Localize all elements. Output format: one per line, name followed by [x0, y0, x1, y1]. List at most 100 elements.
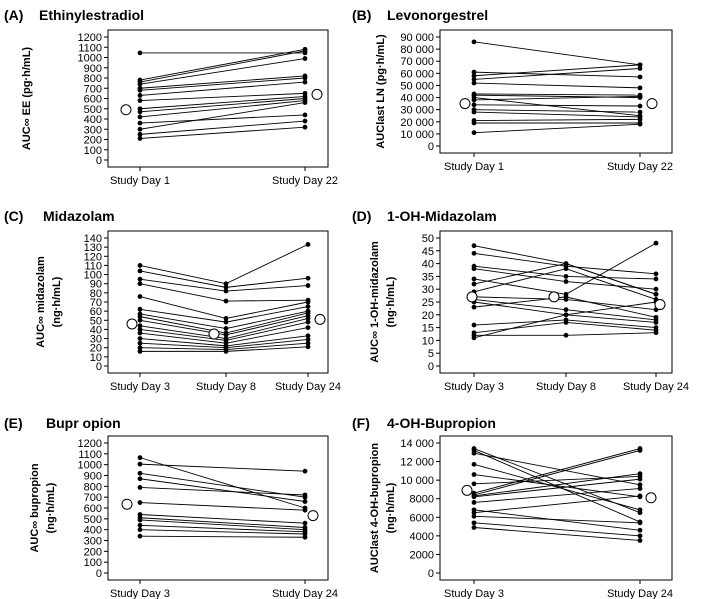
subject-point [637, 493, 643, 499]
mean-marker [466, 291, 478, 303]
y-tick-label: 200 [84, 546, 102, 558]
panel-f: (F) 4-OH-Bupropion 0 2000 4000 6000 8000 10 000… [352, 415, 673, 599]
y-tick-label: 20 [90, 343, 102, 355]
subject-point [137, 136, 143, 141]
subject-line [139, 243, 309, 285]
subject-point [137, 533, 143, 539]
subject-point [637, 507, 643, 513]
y-tick-label: 1100 [78, 449, 102, 461]
y-tick-label: 1100 [78, 42, 102, 54]
subject-point [471, 450, 477, 456]
subject-line [473, 488, 641, 503]
y-tick-label: 40 [422, 259, 434, 271]
subject-point [137, 327, 143, 332]
subject-point [471, 472, 477, 477]
subject-point [137, 323, 143, 329]
subject-point [223, 281, 229, 287]
subject-point [471, 250, 477, 256]
subject-point [305, 319, 311, 325]
subject-point [637, 471, 643, 477]
subject-point [471, 130, 477, 136]
subject-line [139, 457, 306, 509]
subject-point [137, 268, 143, 274]
subject-point [471, 109, 477, 115]
subject-point [471, 525, 477, 530]
subject-point [302, 124, 308, 130]
subject-point [302, 534, 308, 540]
subject-point [137, 522, 143, 528]
subject-point [302, 48, 308, 54]
subject-point [137, 131, 143, 137]
x-tick-label: Study Day 24 [275, 381, 341, 393]
y-tick-label: 50 [422, 233, 434, 245]
subject-point [302, 520, 308, 526]
y-tick-label: 100 [84, 145, 102, 157]
subject-point [137, 500, 143, 505]
y-tick-label: 700 [84, 492, 102, 504]
subject-point [637, 533, 643, 539]
y-axis-label: AUClast LN (pg·h/mL) [375, 34, 387, 149]
subject-point [302, 118, 308, 124]
subject-line [473, 123, 641, 134]
subject-line [473, 82, 641, 89]
subject-line [139, 92, 306, 101]
subject-point [637, 486, 643, 491]
subject-point [223, 332, 229, 338]
subject-point [471, 520, 477, 526]
y-tick-label: 800 [84, 73, 102, 85]
subject-point [223, 319, 229, 325]
subject-point [137, 50, 143, 56]
subject-point [653, 320, 659, 325]
subject-point [137, 114, 143, 120]
y-tick-label: 15 [422, 323, 434, 335]
y-tick-label: 900 [84, 471, 102, 483]
subject-line [473, 474, 641, 498]
y-tick-label: 60 000 [400, 68, 434, 80]
subject-point [637, 74, 643, 80]
y-tick-label: 140 [84, 233, 102, 245]
subject-line [139, 519, 306, 531]
x-tick-label: Study Day 3 [444, 588, 504, 599]
y-tick-label: 70 000 [400, 56, 434, 68]
subject-point [471, 276, 477, 282]
subject-point [471, 69, 477, 75]
panel-label: (D) [352, 208, 371, 224]
subject-point [563, 312, 569, 318]
subject-line [473, 495, 641, 514]
y-tick-label: 1000 [78, 53, 102, 65]
y-tick-label: 50 000 [400, 80, 434, 92]
subject-point [305, 316, 311, 321]
subject-point [637, 116, 643, 122]
subject-point [653, 271, 659, 277]
subject-point [563, 294, 569, 300]
subject-point [471, 494, 477, 500]
subject-point [137, 294, 143, 299]
subject-point [137, 276, 143, 282]
subject-line [139, 120, 306, 135]
y-tick-label: 1200 [78, 438, 102, 450]
subject-point [471, 281, 477, 287]
subject-line [139, 463, 306, 472]
subject-point [471, 322, 477, 328]
subject-point [471, 513, 477, 519]
y-axis-label: (ng·h/mL) [385, 276, 397, 327]
subject-point [471, 76, 477, 82]
subject-point [223, 288, 229, 294]
subject-point [637, 538, 643, 543]
subject-point [653, 291, 659, 297]
subject-point [637, 66, 643, 71]
subject-point [637, 93, 643, 99]
subject-line [139, 98, 306, 113]
subject-line [139, 524, 306, 533]
subject-point [223, 284, 229, 290]
panel-label: (A) [4, 7, 23, 23]
subject-point [305, 283, 311, 288]
subject-point [637, 62, 643, 68]
subject-line [473, 473, 641, 497]
y-tick-label: 35 [422, 271, 434, 283]
y-tick-label: 0 [428, 568, 434, 580]
subject-point [137, 126, 143, 132]
x-tick-label: Study Day 3 [444, 381, 504, 393]
y-axis-label: AUC∞ midazolam [35, 256, 47, 348]
